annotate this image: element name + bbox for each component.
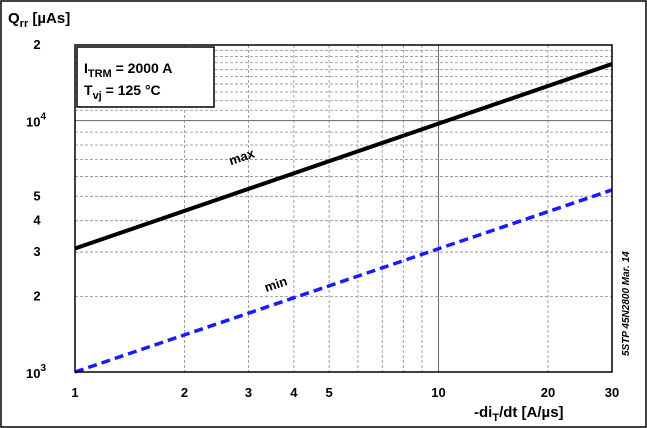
- x-tick-label: 2: [181, 385, 188, 400]
- y-tick-label: 2: [33, 288, 40, 303]
- series-line-min: [74, 188, 613, 374]
- condition-current: ITRM = 2000 A: [84, 60, 172, 80]
- x-tick-label: 4: [290, 385, 298, 400]
- document-side-note: 5STP 45N2800 Mar. 14: [621, 251, 632, 356]
- y-decade-label: 104: [26, 112, 46, 130]
- condition-temperature: Tvj = 125 °C: [84, 82, 161, 102]
- x-tick-label: 3: [245, 385, 252, 400]
- y-tick-label: 4: [33, 213, 41, 228]
- x-tick-label: 30: [605, 385, 619, 400]
- x-tick-label: 5: [325, 385, 332, 400]
- x-tick-label: 10: [431, 385, 445, 400]
- y-tick-label: 3: [33, 244, 40, 259]
- series-layer: [74, 62, 613, 374]
- series-line-max: [74, 62, 613, 251]
- x-axis-title: -diT/dt [A/µs]: [474, 404, 564, 424]
- x-tick-label: 20: [541, 385, 555, 400]
- grid: [75, 45, 612, 372]
- y-tick-label: 2: [33, 37, 40, 52]
- plot-frame: [74, 44, 613, 373]
- conditions-box-frame: [76, 46, 215, 108]
- conditions-box: ITRM = 2000 A Tvj = 125 °C: [76, 46, 215, 108]
- y-decade-label: 103: [26, 363, 46, 381]
- y-tick-label: 5: [33, 188, 40, 203]
- y-axis-title: Qrr [µAs]: [8, 10, 70, 30]
- x-tick-label: 1: [71, 385, 78, 400]
- series-label-min: min: [262, 273, 289, 295]
